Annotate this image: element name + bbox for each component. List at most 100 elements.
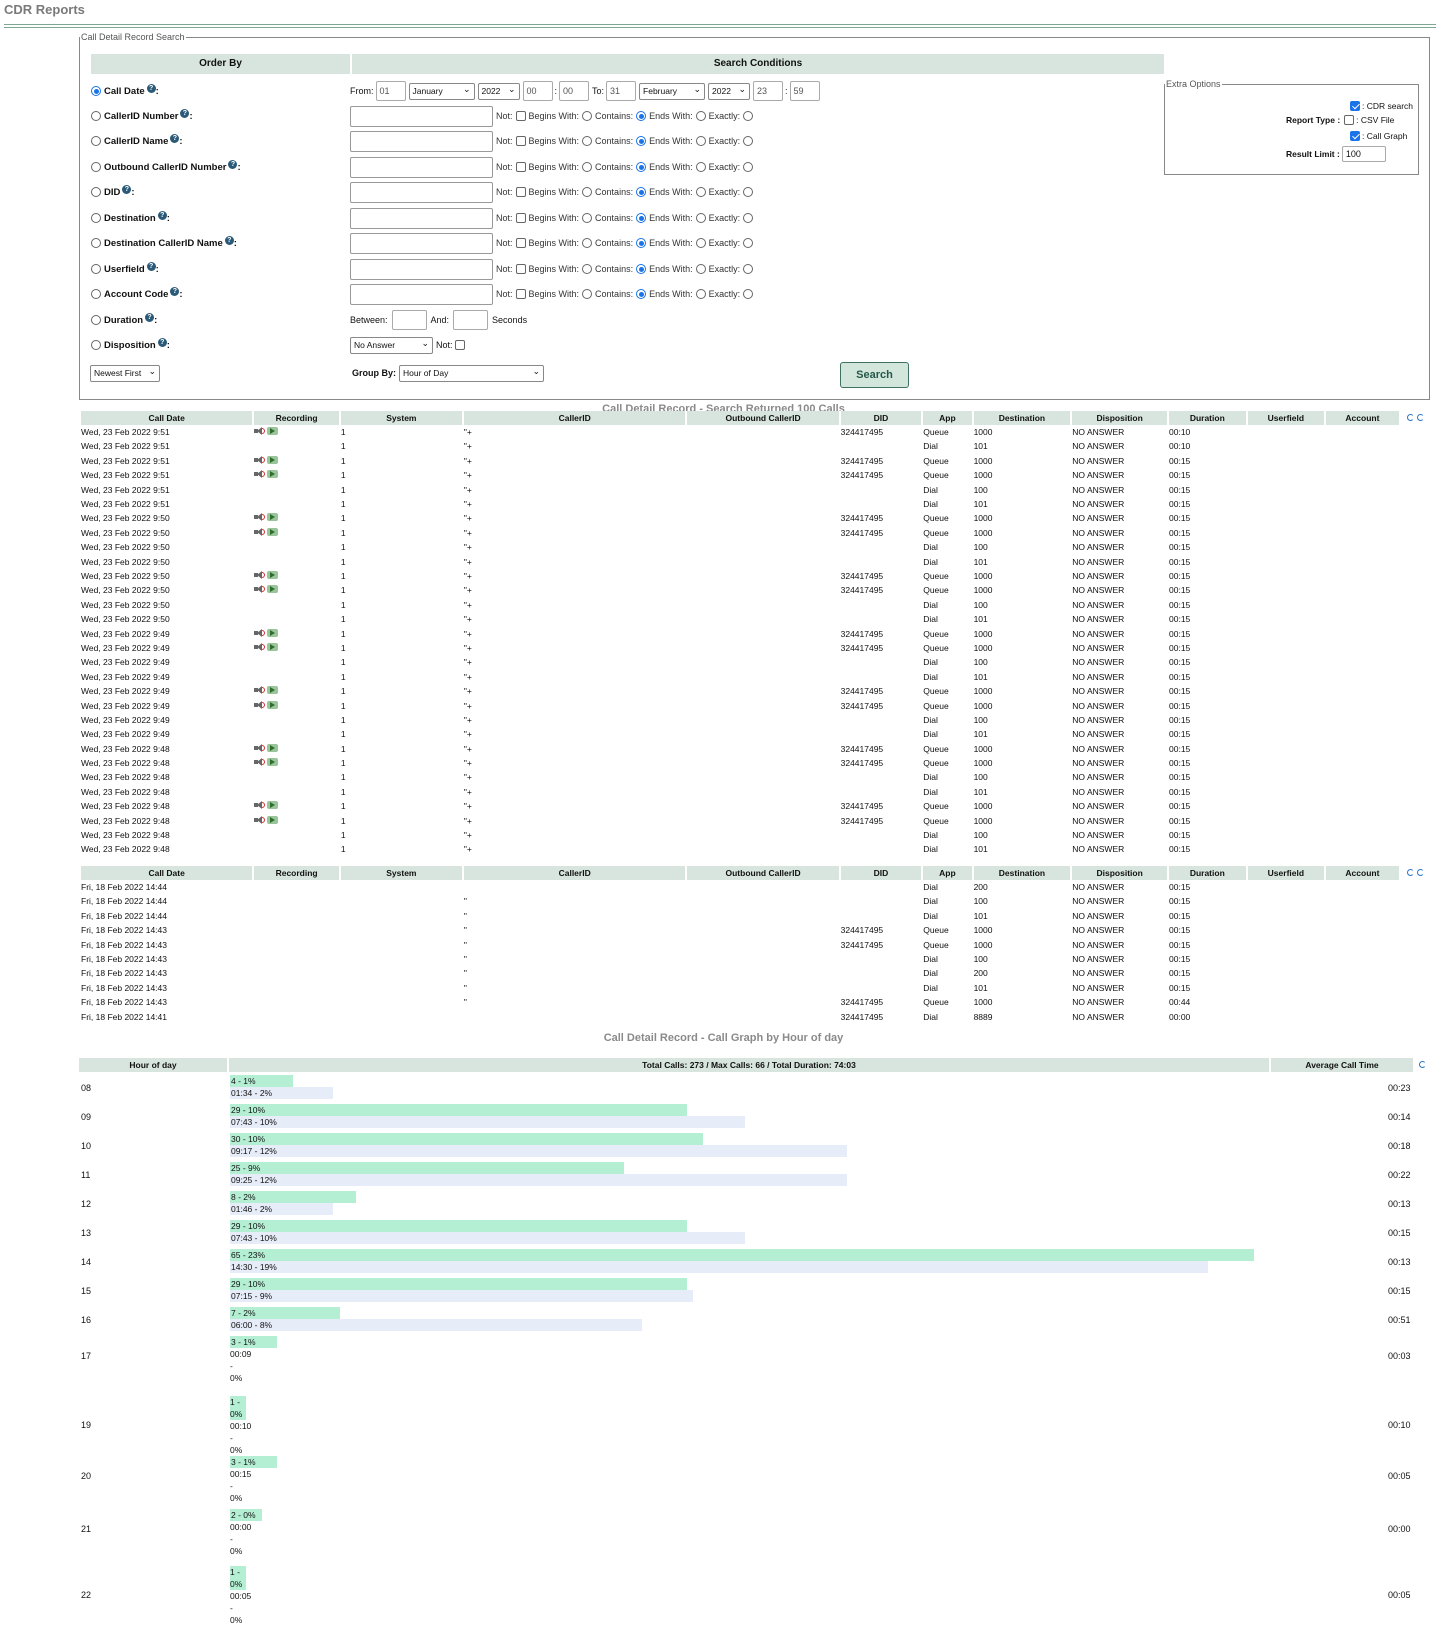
help-icon[interactable]: ? (157, 210, 167, 220)
begins-with-radio[interactable] (582, 162, 593, 172)
ends-with-radio[interactable] (695, 162, 706, 172)
download-recording-icon[interactable] (267, 470, 279, 479)
column-header[interactable]: Userfield (1245, 866, 1326, 881)
refresh-icon[interactable] (1407, 413, 1415, 421)
search-button[interactable]: Search (840, 362, 909, 388)
download-recording-icon[interactable] (267, 585, 279, 594)
download-recording-icon[interactable] (267, 628, 279, 637)
download-recording-icon[interactable] (267, 815, 279, 824)
column-header[interactable]: Account (1324, 866, 1400, 881)
download-recording-icon[interactable] (267, 758, 279, 767)
column-header[interactable]: Destination (971, 411, 1072, 426)
not-checkbox[interactable] (515, 111, 526, 121)
not-checkbox[interactable] (515, 187, 526, 197)
exactly-radio[interactable] (743, 111, 754, 121)
column-header[interactable]: Recording (252, 866, 340, 881)
exactly-radio[interactable] (743, 238, 754, 248)
help-icon[interactable]: ? (146, 83, 156, 93)
exactly-radio[interactable] (743, 289, 754, 299)
condition-input[interactable] (350, 258, 493, 280)
to-hour-input[interactable]: 23 (753, 81, 784, 101)
help-icon[interactable]: ? (170, 286, 180, 296)
column-header[interactable]: Outbound CallerID (685, 866, 840, 881)
play-recording-icon[interactable] (254, 758, 266, 767)
call-graph-checkbox[interactable] (1350, 131, 1360, 141)
sort-icon[interactable] (1416, 868, 1424, 876)
contains-radio[interactable] (636, 136, 647, 146)
begins-with-radio[interactable] (582, 264, 593, 274)
play-recording-icon[interactable] (254, 513, 266, 522)
contains-radio[interactable] (636, 162, 647, 172)
column-header[interactable]: Call Date (78, 866, 254, 881)
to-minute-input[interactable]: 59 (789, 81, 820, 101)
download-recording-icon[interactable] (267, 801, 279, 810)
contains-radio[interactable] (636, 187, 647, 197)
column-header[interactable]: Disposition (1070, 866, 1168, 881)
exactly-radio[interactable] (743, 136, 754, 146)
help-icon[interactable]: ? (122, 184, 132, 194)
exactly-radio[interactable] (743, 187, 754, 197)
play-recording-icon[interactable] (254, 815, 266, 824)
download-recording-icon[interactable] (267, 455, 279, 464)
condition-input[interactable] (350, 283, 493, 305)
download-recording-icon[interactable] (267, 570, 279, 579)
begins-with-radio[interactable] (582, 136, 593, 146)
order-by-radio[interactable] (91, 111, 101, 121)
download-recording-icon[interactable] (267, 743, 279, 752)
cdr-search-checkbox[interactable] (1350, 101, 1360, 111)
not-checkbox[interactable] (515, 238, 526, 248)
column-header[interactable]: Disposition (1070, 411, 1168, 426)
not-checkbox[interactable] (515, 264, 526, 274)
ends-with-radio[interactable] (695, 111, 706, 121)
column-header[interactable]: CallerID (461, 411, 687, 426)
column-header[interactable]: Destination (971, 866, 1072, 881)
result-limit-input[interactable]: 100 (1341, 146, 1386, 162)
download-recording-icon[interactable] (267, 686, 279, 695)
download-recording-icon[interactable] (267, 642, 279, 651)
order-by-radio[interactable] (91, 315, 101, 325)
condition-input[interactable] (350, 232, 493, 254)
download-recording-icon[interactable] (267, 427, 279, 436)
order-by-radio[interactable] (91, 264, 101, 274)
play-recording-icon[interactable] (254, 585, 266, 594)
help-icon[interactable]: ? (224, 235, 234, 245)
help-icon[interactable]: ? (180, 108, 190, 118)
condition-input[interactable] (350, 130, 493, 152)
sort-icon[interactable] (1416, 413, 1424, 421)
play-recording-icon[interactable] (254, 642, 266, 651)
not-checkbox[interactable] (515, 162, 526, 172)
not-checkbox[interactable] (515, 289, 526, 299)
column-header[interactable]: Call Date (78, 411, 254, 426)
from-day-input[interactable]: 01 (375, 81, 406, 101)
to-year-select[interactable]: 2022 (708, 82, 751, 100)
play-recording-icon[interactable] (254, 570, 266, 579)
download-recording-icon[interactable] (267, 700, 279, 709)
order-by-radio[interactable] (91, 289, 101, 299)
to-day-input[interactable]: 31 (606, 81, 637, 101)
to-month-select[interactable]: February (639, 82, 706, 100)
exactly-radio[interactable] (743, 213, 754, 223)
refresh-icon[interactable] (1407, 868, 1415, 876)
not-checkbox[interactable] (515, 136, 526, 146)
disposition-select[interactable]: No Answer (350, 336, 433, 354)
play-recording-icon[interactable] (254, 455, 266, 464)
play-recording-icon[interactable] (254, 801, 266, 810)
column-header[interactable]: Duration (1167, 411, 1247, 426)
contains-radio[interactable] (636, 289, 647, 299)
begins-with-radio[interactable] (582, 187, 593, 197)
play-recording-icon[interactable] (254, 700, 266, 709)
contains-radio[interactable] (636, 264, 647, 274)
ends-with-radio[interactable] (695, 213, 706, 223)
column-header[interactable]: Account (1324, 411, 1400, 426)
order-by-radio[interactable] (91, 213, 101, 223)
duration-min-input[interactable] (391, 310, 427, 330)
column-header[interactable]: System (338, 866, 463, 881)
ends-with-radio[interactable] (695, 187, 706, 197)
not-checkbox[interactable] (515, 213, 526, 223)
exactly-radio[interactable] (743, 162, 754, 172)
download-recording-icon[interactable] (267, 513, 279, 522)
column-header[interactable]: App (921, 866, 973, 881)
column-header[interactable]: Recording (252, 411, 340, 426)
begins-with-radio[interactable] (582, 213, 593, 223)
contains-radio[interactable] (636, 213, 647, 223)
